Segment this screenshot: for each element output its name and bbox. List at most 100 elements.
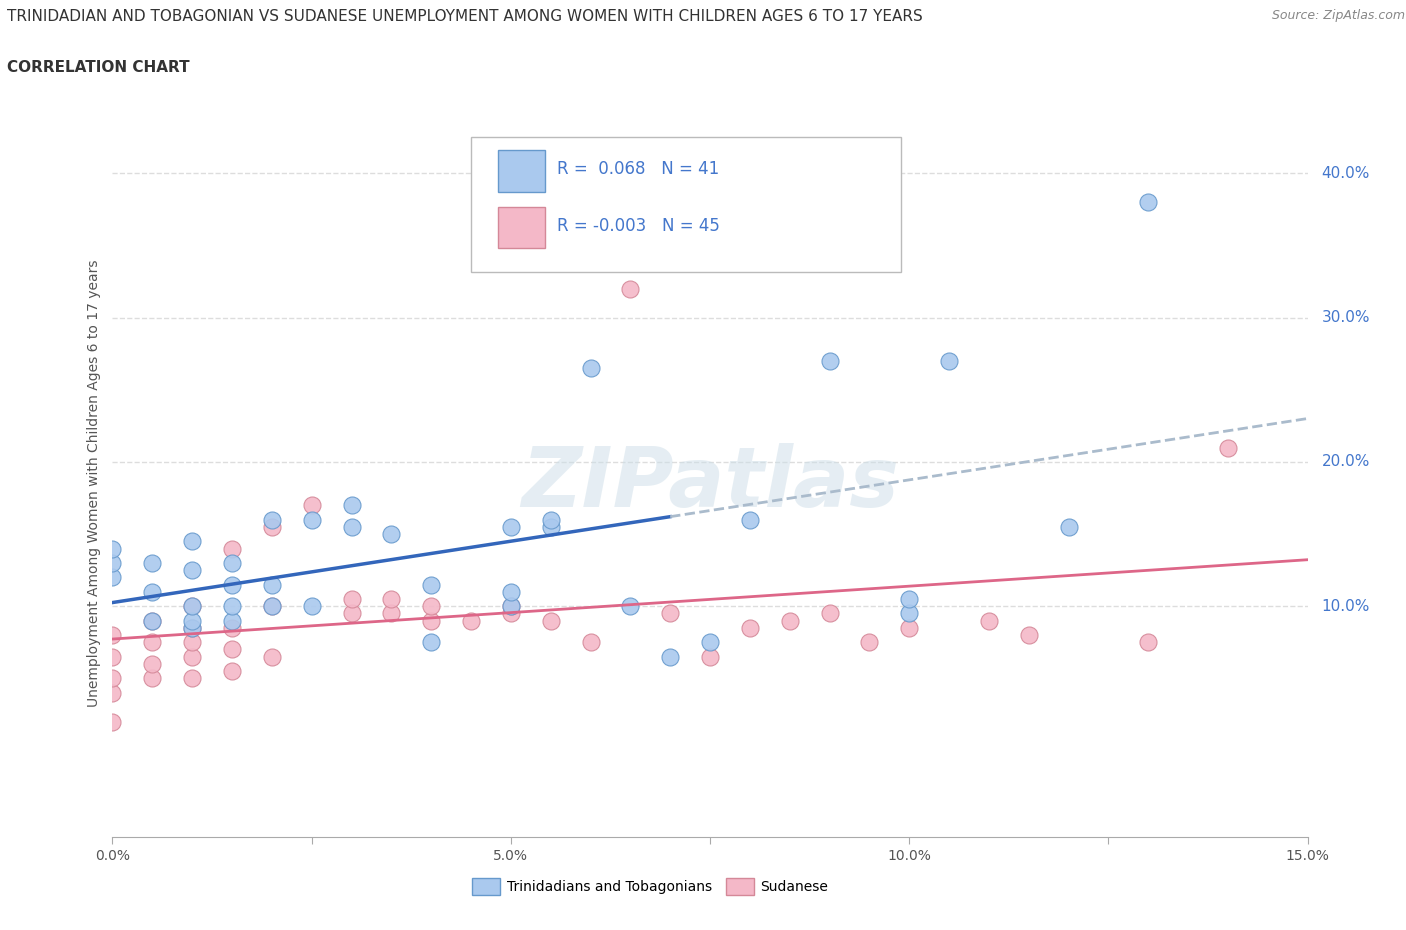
Point	[1216, 440, 1239, 455]
Point	[619, 599, 641, 614]
Text: TRINIDADIAN AND TOBAGONIAN VS SUDANESE UNEMPLOYMENT AMONG WOMEN WITH CHILDREN AG: TRINIDADIAN AND TOBAGONIAN VS SUDANESE U…	[7, 9, 922, 24]
Point	[141, 555, 163, 570]
Point	[818, 353, 841, 368]
Point	[141, 657, 163, 671]
Point	[101, 649, 124, 664]
FancyBboxPatch shape	[471, 138, 901, 272]
Text: 30.0%: 30.0%	[1322, 311, 1369, 325]
Point	[1137, 635, 1160, 650]
Point	[540, 613, 562, 628]
Point	[340, 498, 363, 512]
Point	[738, 512, 761, 527]
Point	[898, 606, 921, 621]
Point	[181, 599, 204, 614]
Point	[301, 512, 323, 527]
Point	[181, 599, 204, 614]
Point	[380, 591, 402, 606]
Point	[260, 599, 283, 614]
Point	[460, 613, 482, 628]
FancyBboxPatch shape	[499, 206, 546, 248]
Point	[858, 635, 880, 650]
Point	[779, 613, 801, 628]
Point	[181, 534, 204, 549]
FancyBboxPatch shape	[499, 150, 546, 192]
Point	[181, 620, 204, 635]
Point	[181, 563, 204, 578]
Point	[221, 555, 243, 570]
Text: R = -0.003   N = 45: R = -0.003 N = 45	[557, 217, 720, 234]
Point	[420, 599, 443, 614]
Point	[1137, 195, 1160, 210]
Text: 10.0%: 10.0%	[1322, 599, 1369, 614]
Y-axis label: Unemployment Among Women with Children Ages 6 to 17 years: Unemployment Among Women with Children A…	[87, 259, 101, 708]
Point	[221, 613, 243, 628]
Point	[101, 685, 124, 700]
Point	[579, 635, 602, 650]
Point	[340, 520, 363, 535]
Point	[221, 642, 243, 657]
Point	[420, 635, 443, 650]
Point	[659, 649, 682, 664]
Point	[260, 578, 283, 592]
Text: R =  0.068   N = 41: R = 0.068 N = 41	[557, 160, 720, 178]
Point	[301, 599, 323, 614]
Point	[619, 282, 641, 297]
Point	[181, 671, 204, 685]
Point	[898, 591, 921, 606]
Point	[420, 578, 443, 592]
Point	[101, 628, 124, 643]
Point	[260, 649, 283, 664]
Point	[1057, 520, 1080, 535]
Point	[141, 584, 163, 599]
Point	[141, 613, 163, 628]
Point	[540, 512, 562, 527]
Point	[1018, 628, 1040, 643]
Point	[101, 541, 124, 556]
Point	[499, 606, 522, 621]
Point	[260, 520, 283, 535]
Point	[699, 649, 721, 664]
Point	[181, 620, 204, 635]
Point	[380, 606, 402, 621]
Point	[420, 613, 443, 628]
Point	[699, 635, 721, 650]
Point	[898, 620, 921, 635]
Point	[818, 606, 841, 621]
Point	[181, 613, 204, 628]
Point	[221, 664, 243, 679]
Point	[260, 599, 283, 614]
Point	[181, 649, 204, 664]
Text: 40.0%: 40.0%	[1322, 166, 1369, 181]
Point	[141, 635, 163, 650]
Point	[101, 555, 124, 570]
Point	[101, 714, 124, 729]
Text: Source: ZipAtlas.com: Source: ZipAtlas.com	[1271, 9, 1405, 22]
Point	[141, 671, 163, 685]
Point	[579, 361, 602, 376]
Point	[340, 591, 363, 606]
Point	[499, 584, 522, 599]
Point	[260, 512, 283, 527]
Point	[221, 599, 243, 614]
Point	[499, 520, 522, 535]
Point	[181, 635, 204, 650]
Point	[221, 541, 243, 556]
Point	[499, 599, 522, 614]
Point	[221, 620, 243, 635]
Point	[659, 606, 682, 621]
Text: CORRELATION CHART: CORRELATION CHART	[7, 60, 190, 75]
Point	[499, 599, 522, 614]
Point	[340, 606, 363, 621]
Point	[540, 520, 562, 535]
Point	[301, 498, 323, 512]
Text: 20.0%: 20.0%	[1322, 455, 1369, 470]
Point	[977, 613, 1000, 628]
Point	[380, 526, 402, 541]
Text: ZIPatlas: ZIPatlas	[522, 443, 898, 525]
Point	[101, 671, 124, 685]
Point	[101, 570, 124, 585]
Legend: Trinidadians and Tobagonians, Sudanese: Trinidadians and Tobagonians, Sudanese	[467, 872, 834, 901]
Point	[938, 353, 960, 368]
Point	[221, 578, 243, 592]
Point	[738, 620, 761, 635]
